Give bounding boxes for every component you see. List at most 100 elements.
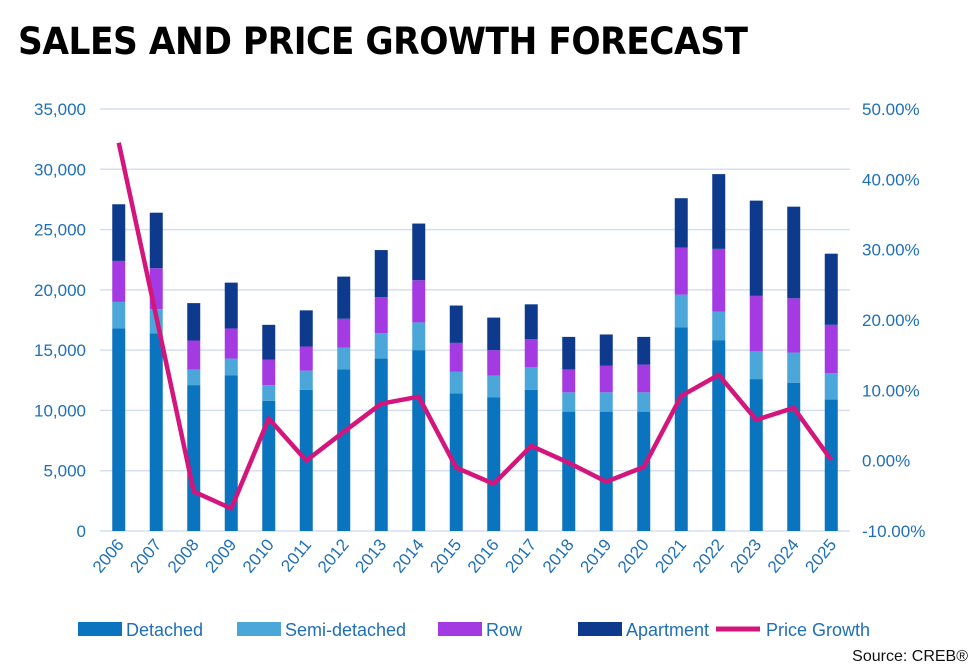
bar-row-2011 [299,346,313,371]
bar-apartment-2010 [262,324,276,360]
bar-semi-detached-2024 [787,352,801,383]
x-tick-label: 2010 [239,535,278,576]
bar-row-2018 [562,369,576,393]
y-right-tick-label: 20.00% [862,311,920,330]
bar-apartment-2013 [374,250,388,298]
bar-detached-2007 [149,333,163,531]
x-tick-label: 2006 [89,535,128,576]
bar-apartment-2009 [224,282,238,329]
bar-semi-detached-2014 [412,322,426,351]
bar-semi-detached-2022 [712,311,726,341]
legend-label: Semi-detached [285,620,406,640]
bar-apartment-2014 [412,223,426,281]
bar-semi-detached-2017 [524,367,538,390]
bar-row-2019 [599,365,613,393]
bar-apartment-2021 [674,198,688,248]
bar-detached-2017 [524,389,538,531]
bar-apartment-2006 [112,204,126,261]
x-tick-label: 2019 [576,535,615,576]
bar-row-2016 [487,350,501,376]
x-tick-label: 2014 [389,535,428,576]
bar-row-2025 [824,324,838,374]
bar-row-2015 [449,342,463,372]
bar-row-2024 [787,298,801,353]
bar-detached-2015 [449,393,463,531]
y-right-tick-label: 30.00% [862,241,920,260]
legend-swatch-semi-detached [237,622,281,636]
y-right-tick-label: 0.00% [862,452,910,471]
bar-apartment-2007 [149,212,163,269]
legend-swatch-row [438,622,482,636]
bar-detached-2006 [112,328,126,531]
bar-row-2013 [374,297,388,334]
legend-swatch-detached [78,622,122,636]
price-growth-line [116,142,834,511]
y-right-tick-label: -10.00% [862,522,925,541]
bar-semi-detached-2023 [749,351,763,380]
bar-row-2012 [337,318,351,348]
y-left-tick-label: 20,000 [34,281,86,300]
bar-apartment-2017 [524,304,538,340]
y-left-tick-label: 0 [77,522,86,541]
bar-apartment-2018 [562,336,576,370]
bar-apartment-2025 [824,253,838,325]
y-left-tick-label: 10,000 [34,401,86,420]
y-left-tick-label: 30,000 [34,160,86,179]
bar-detached-2024 [787,382,801,531]
x-tick-label: 2007 [126,535,165,576]
bar-semi-detached-2015 [449,371,463,394]
bar-row-2010 [262,359,276,386]
bar-detached-2014 [412,350,426,531]
bar-row-2022 [712,248,726,312]
bar-detached-2022 [712,340,726,531]
x-tick-label: 2012 [314,535,353,576]
y-right-tick-label: 50.00% [862,100,920,119]
bar-semi-detached-2021 [674,294,688,328]
legend-label: Price Growth [766,620,870,640]
x-tick-label: 2017 [501,535,540,576]
x-tick-label: 2011 [277,535,315,575]
x-tick-label: 2015 [426,535,465,576]
x-tick-label: 2020 [614,535,653,576]
legend-label: Detached [126,620,203,640]
x-tick-label: 2025 [801,535,840,576]
bar-apartment-2011 [299,310,313,347]
bar-semi-detached-2019 [599,392,613,412]
bar-detached-2016 [487,397,501,531]
x-tick-label: 2021 [651,535,690,576]
y-right-tick-label: 40.00% [862,170,920,189]
y-left-tick-label: 25,000 [34,221,86,240]
bar-semi-detached-2010 [262,385,276,401]
bar-detached-2008 [187,385,201,531]
y-right-tick-label: 10.00% [862,381,920,400]
bar-detached-2021 [674,327,688,531]
bar-semi-detached-2018 [562,392,576,412]
bar-apartment-2015 [449,305,463,343]
bar-semi-detached-2020 [637,392,651,412]
bar-row-2009 [224,328,238,359]
bar-apartment-2024 [787,206,801,299]
bar-detached-2009 [224,375,238,531]
x-tick-label: 2024 [764,535,803,576]
bar-row-2021 [674,247,688,295]
legend-label: Row [486,620,523,640]
y-left-tick-label: 15,000 [34,341,86,360]
bar-apartment-2008 [187,303,201,341]
bar-apartment-2023 [749,200,763,296]
bar-row-2006 [112,260,126,302]
x-tick-label: 2023 [726,535,765,576]
bar-row-2008 [187,340,201,370]
bar-apartment-2022 [712,174,726,249]
bar-semi-detached-2011 [299,370,313,390]
bar-apartment-2012 [337,276,351,319]
source-note: Source: CREB® [852,648,968,665]
bar-detached-2013 [374,358,388,531]
bar-detached-2012 [337,369,351,531]
bar-semi-detached-2012 [337,347,351,370]
bar-apartment-2016 [487,317,501,351]
bar-detached-2019 [599,411,613,531]
x-tick-label: 2008 [164,535,203,576]
bar-row-2023 [749,295,763,352]
bar-detached-2023 [749,379,763,531]
